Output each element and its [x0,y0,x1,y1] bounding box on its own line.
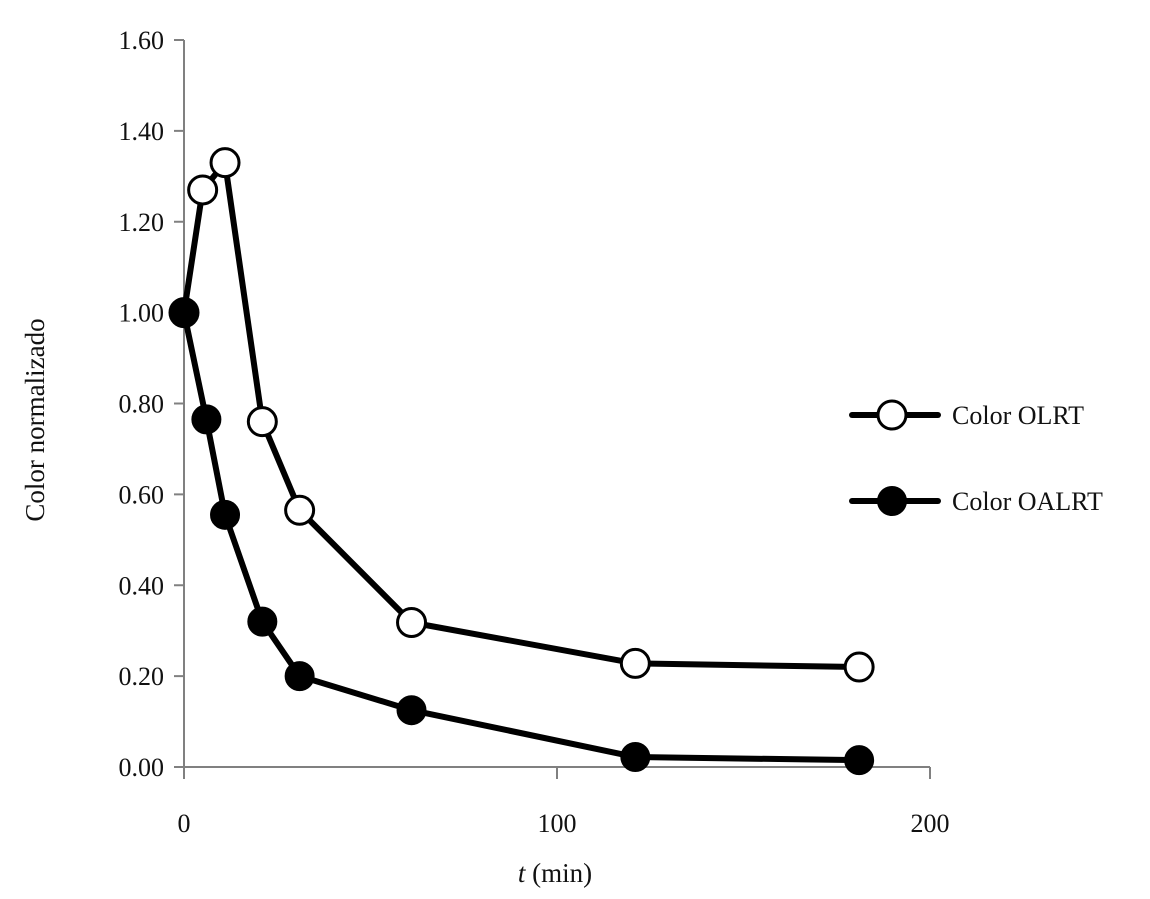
data-point [187,174,219,206]
y-tick-label: 0.40 [119,571,165,600]
data-point [396,695,427,726]
x-tick-label: 100 [538,809,577,838]
legend-item: Color OLRT [849,399,1084,431]
x-axis-title-unit: (min) [525,858,592,888]
legend-marker [877,486,907,516]
x-tick-label: 200 [911,809,950,838]
data-point [284,661,315,692]
y-tick-label: 0.60 [119,480,165,509]
legend-marker [876,399,908,431]
x-axis-title: t (min) [518,858,592,888]
series-line [181,309,863,764]
series-color-oalrt [169,297,875,776]
data-point [843,651,875,683]
data-point [284,494,316,526]
series-layer [168,147,875,776]
legend-label: Color OLRT [952,401,1084,430]
series-line [181,159,863,671]
series-color-olrt [168,147,875,683]
data-point [844,745,875,776]
data-point [191,404,222,435]
data-point [396,607,428,639]
x-tick-label: 0 [178,809,191,838]
data-point [246,406,278,438]
y-tick-label: 0.20 [119,662,165,691]
legend-item: Color OALRT [849,486,1103,516]
x-ticks: 0 100 200 [178,767,950,838]
axes [183,40,930,768]
y-tick-label: 0.80 [119,390,165,419]
y-tick-label: 1.00 [119,299,165,328]
data-point [210,499,241,530]
y-axis-title: Color normalizado [20,318,50,521]
x-axis-title-variable: t [518,858,527,888]
y-tick-label: 1.20 [119,208,165,237]
y-tick-label: 1.40 [119,117,165,146]
data-point [619,647,651,679]
data-point [247,606,278,637]
y-tick-label: 1.60 [119,26,165,55]
y-ticks: 0.00 0.20 0.40 0.60 0.80 1.00 1.20 1.40 1.60 [119,26,184,782]
legend-label: Color OALRT [952,487,1103,516]
data-point [620,742,651,773]
legend: Color OLRT Color OALRT [849,399,1103,516]
data-point [209,147,241,179]
data-point [169,297,199,328]
y-tick-label: 0.00 [119,753,165,782]
